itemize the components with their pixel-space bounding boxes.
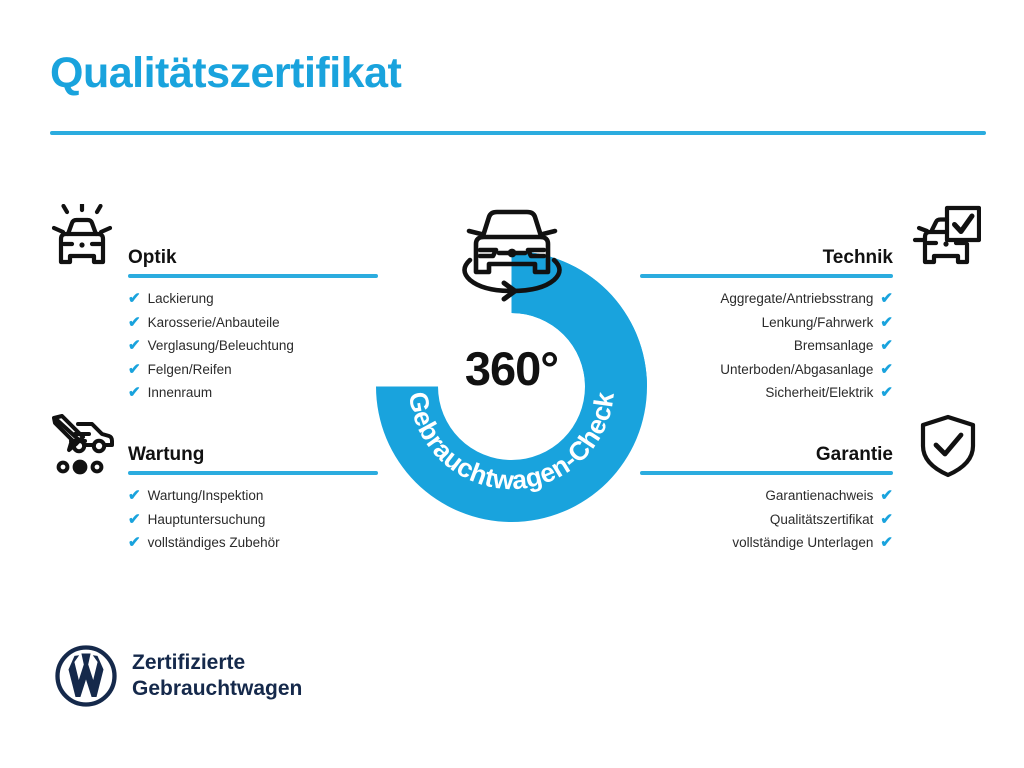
vw-wordmark-line1: Zertifizierte [132,651,246,675]
section-title-garantie: Garantie [815,444,893,465]
checklist-item: ✔ Lackierung [128,287,378,311]
checklist-item: ✔ Felgen/Reifen [128,358,378,382]
vw-wordmark: Zertifizierte Gebrauchtwagen [132,650,302,701]
checklist-item: Qualitätszertifikat ✔ [640,508,893,532]
vw-footer-logo: Zertifizierte Gebrauchtwagen [55,645,302,707]
checklist-item-label: Lackierung [147,291,214,306]
check-icon: ✔ [880,313,893,331]
check-icon: ✔ [880,510,893,528]
checklist-item-label: Sicherheit/Elektrik [765,385,874,400]
section-header-technik: Technik [640,232,893,278]
check-icon: ✔ [128,313,141,331]
check-icon: ✔ [128,510,141,528]
check-icon: ✔ [128,534,141,551]
vw-wordmark-line2: Gebrauchtwagen [132,677,303,700]
car-rotate-icon [453,198,571,304]
checklist-item-label: Bremsanlage [793,338,874,353]
checklist-item: Garantienachweis ✔ [640,484,893,508]
checklist-item: ✔ Verglasung/Beleuchtung [128,334,378,358]
checklist-optik: ✔ Lackierung ✔ Karosserie/Anbauteile ✔ Vergla… [128,287,378,405]
header-divider [50,131,986,135]
section-garantie: Garantie Garantienachweis ✔ Qualitätszerti… [640,429,893,555]
check-icon: ✔ [128,290,141,307]
check-icon: ✔ [880,384,893,401]
check-icon: ✔ [128,384,141,401]
checklist-technik: Aggregate/Antriebsstrang ✔ Lenkung/Fahrwer… [640,287,893,405]
checklist-item-label: Qualitätszertifikat [769,511,874,527]
section-wartung: Wartung ✔ Wartung/Inspektion ✔ Hauptuntersu… [128,429,378,555]
checklist-item-label: Unterboden/Abgasanlage [720,361,874,377]
checklist-item-label: Karosserie/Anbauteile [147,314,280,330]
checklist-item-label: Wartung/Inspektion [147,488,264,503]
check-icon: ✔ [880,487,893,504]
section-divider-wartung [128,471,378,475]
section-header-wartung: Wartung [128,429,378,475]
checklist-item: ✔ Hauptuntersuchung [128,508,378,532]
section-header-optik: Optik [128,232,378,278]
check-icon: ✔ [880,360,893,378]
section-title-optik: Optik [128,247,177,268]
checklist-item-label: Felgen/Reifen [147,361,232,377]
page-title: Qualitätszertifikat [50,49,402,97]
checklist-item: ✔ vollständiges Zubehör [128,531,378,555]
checklist-item-label: Lenkung/Fahrwerk [761,314,874,330]
section-divider-garantie [640,471,893,475]
car-service-pencil-icon [45,414,117,476]
checklist-item: Lenkung/Fahrwerk ✔ [640,311,893,335]
car-checkbox-icon [911,204,982,276]
check-icon: ✔ [880,534,893,551]
checklist-item-label: Innenraum [147,385,213,400]
checklist-item-label: vollständige Unterlagen [732,535,874,550]
section-technik: Technik Aggregate/Antriebsstrang ✔ Lenkung… [640,232,893,405]
section-divider-technik [640,274,893,278]
shield-check-icon [918,414,978,478]
section-header-garantie: Garantie [640,429,893,475]
checklist-wartung: ✔ Wartung/Inspektion ✔ Hauptuntersuchung ✔ vo… [128,484,378,555]
badge-center-text: 360° [464,342,559,395]
checklist-item: ✔ Wartung/Inspektion [128,484,378,508]
checklist-item: ✔ Innenraum [128,381,378,405]
section-title-technik: Technik [822,247,893,268]
checklist-item-label: Verglasung/Beleuchtung [147,338,294,353]
checklist-item: Aggregate/Antriebsstrang ✔ [640,287,893,311]
check-icon: ✔ [128,337,141,354]
vw-logo [55,645,117,707]
checklist-item-label: Hauptuntersuchung [147,511,266,527]
checklist-item-label: vollständiges Zubehör [147,535,280,550]
checklist-item-label: Garantienachweis [765,488,874,503]
car-front-lights-icon [47,202,117,276]
checklist-item: Bremsanlage ✔ [640,334,893,358]
checklist-item: ✔ Karosserie/Anbauteile [128,311,378,335]
checklist-item: vollständige Unterlagen ✔ [640,531,893,555]
check-icon: ✔ [128,487,141,504]
checklist-garantie: Garantienachweis ✔ Qualitätszertifikat ✔ vol… [640,484,893,555]
section-divider-optik [128,274,378,278]
check-icon: ✔ [880,337,893,354]
section-optik: Optik ✔ Lackierung ✔ Karosserie/Anbauteile ✔… [128,232,378,405]
checklist-item: Sicherheit/Elektrik ✔ [640,381,893,405]
360-check-badge: Gebrauchtwagen-Check 360° [376,251,647,522]
section-title-wartung: Wartung [128,444,205,465]
checklist-item-label: Aggregate/Antriebsstrang [720,291,874,306]
check-icon: ✔ [128,360,141,378]
check-icon: ✔ [880,290,893,307]
checklist-item: Unterboden/Abgasanlage ✔ [640,358,893,382]
